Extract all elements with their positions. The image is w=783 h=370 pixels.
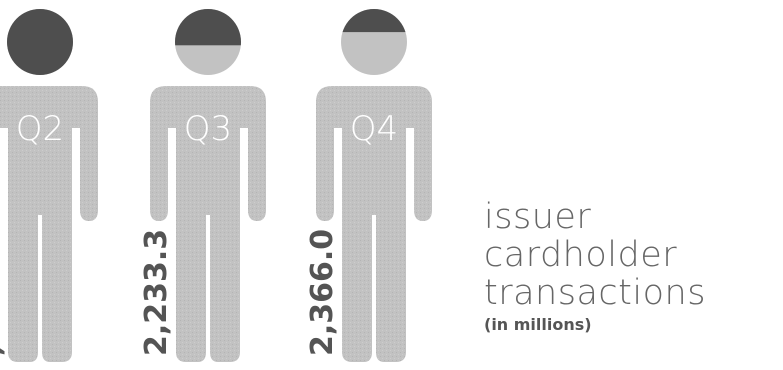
title-line-3: transactions <box>484 273 706 313</box>
head-fill-level <box>7 9 73 75</box>
partial-value-label: , <box>0 345 8 356</box>
quarter-label-q2: Q2 <box>16 109 64 149</box>
person-figure-q2: Q2 <box>0 9 98 362</box>
figure-body <box>316 86 432 362</box>
unit-label: (in millions) <box>484 315 592 334</box>
head-fill-level <box>341 9 407 33</box>
quarter-label-q3: Q3 <box>184 109 232 149</box>
figure-body <box>0 86 98 362</box>
legend: issuer cardholder transactions (in milli… <box>484 198 706 334</box>
figure-body <box>150 86 266 362</box>
head-fill-level <box>175 9 241 46</box>
person-figure-q3: Q3 2,233.3 <box>139 9 266 362</box>
title-line-1: issuer <box>484 197 592 237</box>
quarter-label-q4: Q4 <box>350 109 398 149</box>
person-figure-q4: Q4 2,366.0 <box>305 9 432 362</box>
value-label-q3: 2,233.3 <box>139 229 174 356</box>
title-line-2: cardholder <box>484 235 678 275</box>
value-label-q4: 2,366.0 <box>305 229 340 356</box>
